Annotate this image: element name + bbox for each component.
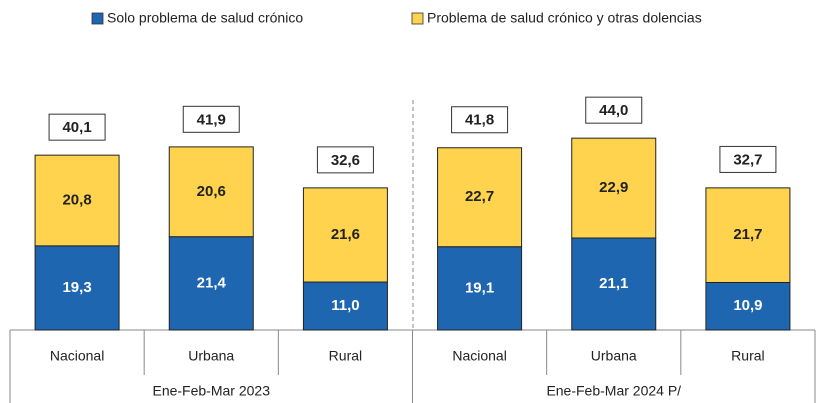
value-label: 21,7 — [733, 226, 762, 243]
value-label: 21,6 — [331, 226, 360, 243]
legend-label: Problema de salud crónico y otras dolenc… — [427, 10, 702, 26]
bar-segment — [34, 245, 120, 331]
x-tick-label: Nacional — [452, 348, 506, 364]
x-tick-label: Nacional — [50, 348, 104, 364]
value-label: 21,1 — [599, 275, 628, 292]
legend-label: Solo problema de salud crónico — [107, 10, 303, 26]
bar-segment — [168, 236, 254, 331]
bar-segment — [705, 187, 791, 283]
value-label: 22,7 — [465, 188, 494, 205]
total-label: 40,1 — [62, 119, 91, 136]
value-label: 20,8 — [62, 191, 91, 208]
total-box — [48, 113, 106, 141]
legend-swatch — [411, 12, 424, 25]
total-box — [316, 146, 374, 174]
x-tick-label: Urbana — [188, 348, 234, 364]
total-box — [182, 105, 240, 133]
value-label: 19,3 — [62, 279, 91, 296]
bar-segment — [302, 187, 388, 283]
total-label: 41,8 — [465, 112, 494, 129]
value-label: 10,9 — [733, 297, 762, 314]
value-label: 21,4 — [197, 274, 227, 291]
value-label: 20,6 — [197, 183, 226, 200]
value-label: 19,1 — [465, 279, 494, 296]
total-label: 32,7 — [733, 151, 762, 168]
total-label: 41,9 — [197, 111, 226, 128]
bar-segment — [437, 147, 523, 248]
value-label: 22,9 — [599, 179, 628, 196]
bar-segment — [437, 246, 523, 331]
value-label: 11,0 — [331, 297, 359, 314]
total-box — [451, 106, 509, 134]
bar-segment — [168, 146, 254, 238]
bar-segment — [571, 237, 657, 331]
bar-segment — [705, 281, 791, 331]
bar-segment — [34, 154, 120, 247]
legend-swatch — [91, 12, 104, 25]
total-label: 32,6 — [331, 152, 360, 169]
bar-segment — [571, 137, 657, 239]
total-label: 44,0 — [599, 102, 628, 119]
x-tick-label: Urbana — [591, 348, 637, 364]
x-tick-label: Rural — [731, 348, 764, 364]
group-label: Ene-Feb-Mar 2023 — [152, 383, 270, 399]
total-box — [585, 96, 643, 124]
total-box — [719, 145, 777, 173]
x-tick-label: Rural — [329, 348, 362, 364]
group-label: Ene-Feb-Mar 2024 P/ — [546, 383, 681, 399]
